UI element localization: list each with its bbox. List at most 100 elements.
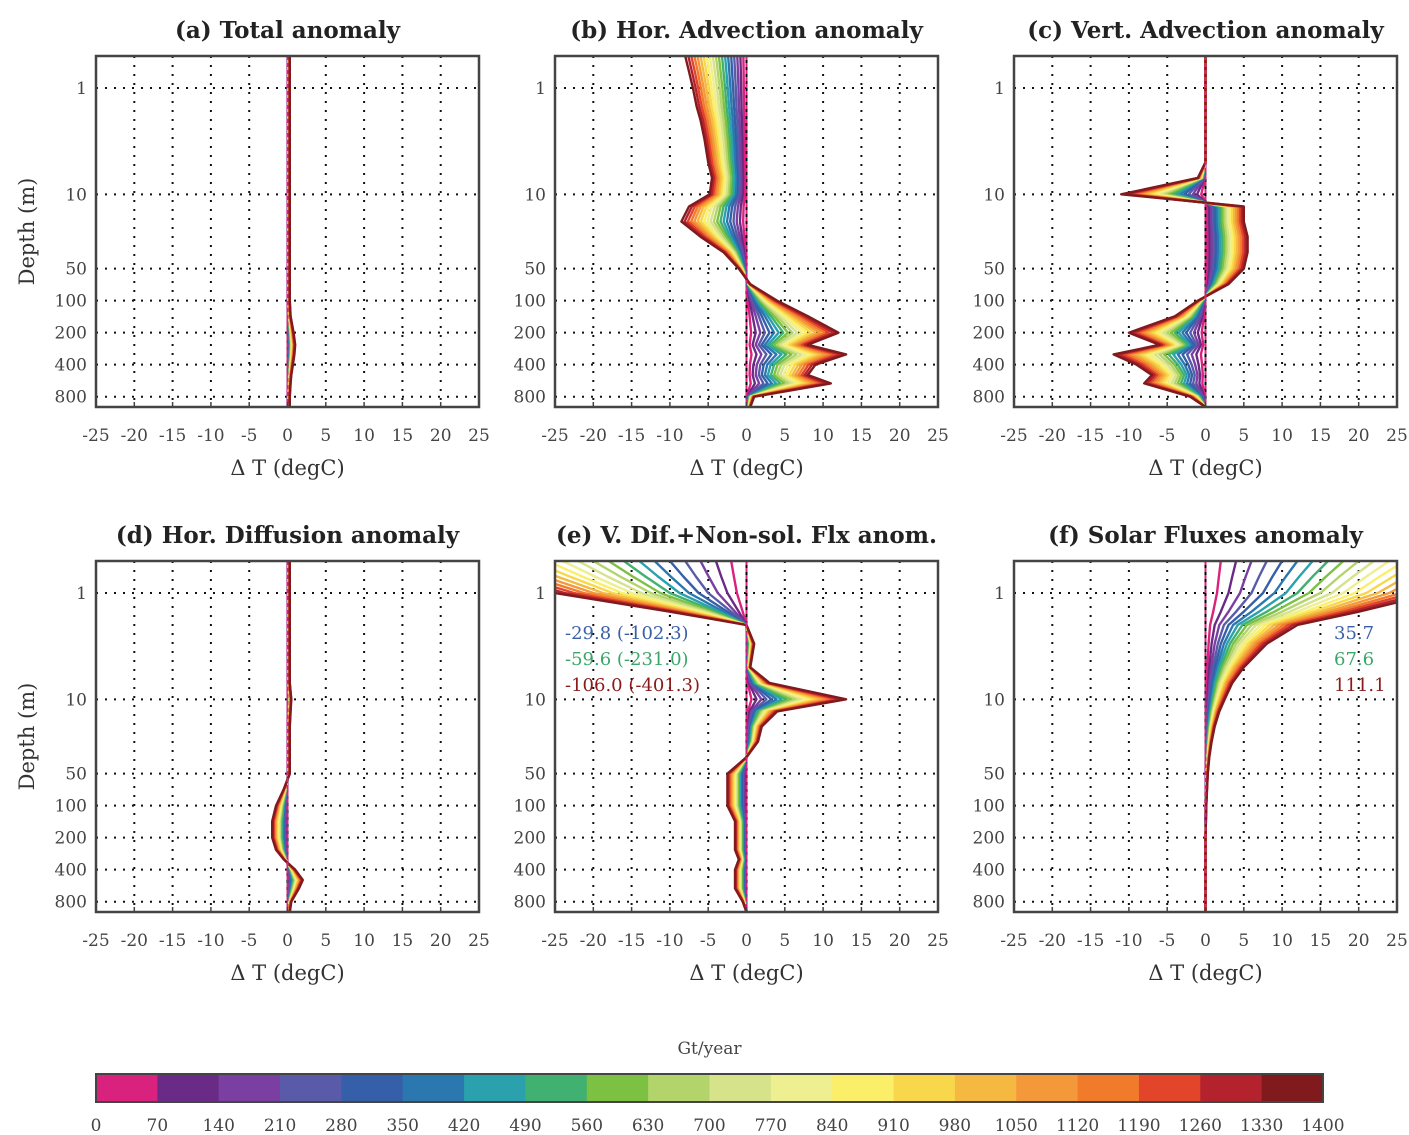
y-tick-label: 1 xyxy=(76,79,87,99)
x-tick-label: 0 xyxy=(282,426,293,446)
panel-f: (f) Solar Fluxes anomaly -25 -20 -15 -10 -5 0 5… xyxy=(973,522,1408,985)
x-tick-label: 15 xyxy=(1310,426,1332,446)
x-tick-label: -20 xyxy=(580,931,607,951)
colorbar-segment xyxy=(1261,1074,1324,1102)
x-tick-label: 25 xyxy=(927,426,949,446)
colorbar-segment xyxy=(1016,1074,1079,1102)
x-tick-label: -5 xyxy=(700,931,717,951)
x-tick-label: -5 xyxy=(241,426,258,446)
y-tick-label: 400 xyxy=(55,356,87,376)
x-tick-label: 25 xyxy=(927,931,949,951)
x-tick-label: 5 xyxy=(320,426,331,446)
x-tick-label: -5 xyxy=(1159,931,1176,951)
annotation-label: 67.6 xyxy=(1334,649,1374,670)
series-line-1400 xyxy=(680,56,848,407)
y-tick-label: 10 xyxy=(524,185,546,205)
x-tick-label: 5 xyxy=(779,426,790,446)
y-tick-label: 400 xyxy=(973,356,1005,376)
colorbar-segment xyxy=(1138,1074,1201,1102)
colorbar-tick-label: 980 xyxy=(939,1116,971,1135)
colorbar-segment xyxy=(464,1074,527,1102)
y-tick-label: 200 xyxy=(55,829,87,849)
y-tick-label: 100 xyxy=(514,797,546,817)
annotation-label: 35.7 xyxy=(1334,623,1374,644)
x-tick-label: 25 xyxy=(1386,426,1408,446)
y-tick-label: 10 xyxy=(65,185,87,205)
colorbar-tick-label: 280 xyxy=(325,1116,357,1135)
series-line-140 xyxy=(738,56,758,407)
annotation-label: -59.6 (-231.0) xyxy=(565,649,689,670)
annotation-label: -29.8 (-102.3) xyxy=(565,623,689,644)
colorbar-tick-label: 350 xyxy=(387,1116,419,1135)
x-tick-label: -20 xyxy=(121,931,148,951)
y-tick-label: 800 xyxy=(973,388,1005,408)
colorbar-tick-label: 1190 xyxy=(1117,1116,1160,1135)
x-tick-label: 20 xyxy=(889,931,911,951)
y-tick-label: 100 xyxy=(973,292,1005,312)
y-tick-label: 1 xyxy=(535,584,546,604)
x-tick-label: -15 xyxy=(618,426,645,446)
y-tick-label: 400 xyxy=(514,356,546,376)
y-tick-label: 200 xyxy=(55,324,87,344)
x-tick-label: -15 xyxy=(1077,426,1104,446)
x-tick-label: -25 xyxy=(1000,931,1027,951)
panel-e: (e) V. Dif.+Non-sol. Flx anom.-25 -20 -15-… xyxy=(514,522,949,985)
x-tick-label: -25 xyxy=(541,426,568,446)
annotation-label: -106.0 (-401.3) xyxy=(565,675,700,696)
colorbar-tick-label: 1260 xyxy=(1179,1116,1222,1135)
x-tick-label: -20 xyxy=(1039,426,1066,446)
x-tick-label: -25 xyxy=(1000,426,1027,446)
x-tick-label: 0 xyxy=(282,931,293,951)
y-tick-label: 50 xyxy=(65,260,87,280)
x-axis-label: Δ T (degC) xyxy=(689,456,803,480)
series-line-1400 xyxy=(271,561,304,912)
series-line-1260 xyxy=(555,586,838,912)
y-tick-label: 100 xyxy=(514,292,546,312)
y-tick-label: 800 xyxy=(973,893,1005,913)
y-tick-label: 100 xyxy=(55,292,87,312)
colorbar-segment xyxy=(770,1074,833,1102)
y-tick-label: 200 xyxy=(973,829,1005,849)
colorbar-tick-label: 490 xyxy=(509,1116,541,1135)
x-tick-label: 15 xyxy=(851,931,873,951)
colorbar-label: Gt/year xyxy=(677,1039,742,1059)
y-axis-label: Depth (m) xyxy=(15,683,39,791)
panel-title: (f) Solar Fluxes anomaly xyxy=(1048,522,1363,549)
y-tick-label: 1 xyxy=(76,584,87,604)
colorbar-segment xyxy=(96,1074,158,1102)
x-tick-label: -20 xyxy=(580,426,607,446)
colorbar-tick-label: 1400 xyxy=(1301,1116,1344,1135)
x-tick-label: 10 xyxy=(812,426,834,446)
x-tick-label: 25 xyxy=(1386,931,1408,951)
colorbar-segment xyxy=(341,1074,404,1102)
series-line-980 xyxy=(555,569,818,912)
colorbar-segment xyxy=(954,1074,1017,1102)
y-tick-label: 100 xyxy=(973,797,1005,817)
y-axis-label: Depth (m) xyxy=(15,178,39,286)
colorbar-segment xyxy=(709,1074,772,1102)
x-tick-label: 15 xyxy=(851,426,873,446)
series-line-1330 xyxy=(555,589,843,912)
panel-title: (a) Total anomaly xyxy=(175,17,401,44)
x-tick-label: -20 xyxy=(121,426,148,446)
colorbar-frame xyxy=(95,1073,1324,1103)
colorbar-tick-label: 420 xyxy=(448,1116,480,1135)
y-tick-label: 400 xyxy=(973,861,1005,881)
x-tick-label: -15 xyxy=(1077,931,1104,951)
y-tick-label: 400 xyxy=(55,861,87,881)
panel-c: (c) Vert. Advection anomaly -25 -20 -15 -10-… xyxy=(973,17,1408,480)
x-tick-label: 5 xyxy=(1238,426,1249,446)
y-tick-label: 50 xyxy=(65,765,87,785)
x-tick-label: 20 xyxy=(1348,426,1370,446)
x-tick-label: 5 xyxy=(1238,931,1249,951)
x-tick-label: 20 xyxy=(889,426,911,446)
x-tick-label: -5 xyxy=(700,426,717,446)
x-tick-label: 15 xyxy=(1310,931,1332,951)
colorbar-segment xyxy=(648,1074,711,1102)
colorbar-segment xyxy=(218,1074,281,1102)
annotation-label: 111.1 xyxy=(1334,675,1386,696)
x-tick-label: 15 xyxy=(392,931,414,951)
x-axis-label: Δ T (degC) xyxy=(230,961,344,985)
series-line-980 xyxy=(1204,572,1397,912)
y-tick-label: 10 xyxy=(524,690,546,710)
